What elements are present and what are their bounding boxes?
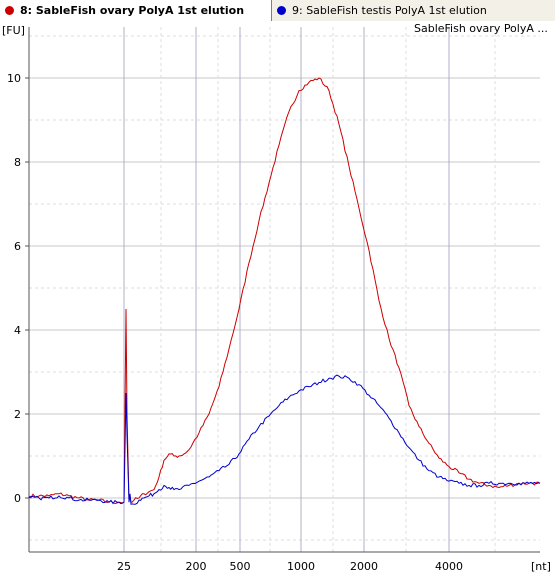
y-tick-label: 8 <box>14 156 21 169</box>
chart-title: SableFish ovary PolyA ... <box>414 22 548 35</box>
red-dot-icon <box>5 6 14 15</box>
x-tick-label: 4000 <box>435 560 463 573</box>
y-tick-labels: 0 2 4 6 8 10 <box>7 72 29 505</box>
tab-sample-9-label: 9: SableFish testis PolyA 1st elution <box>292 4 487 17</box>
x-tick-label: 2000 <box>350 560 378 573</box>
y-tick-label: 6 <box>14 240 21 253</box>
y-tick-label: 2 <box>14 408 21 421</box>
x-tick-label: 25 <box>117 560 131 573</box>
y-tick-label: 10 <box>7 72 21 85</box>
x-tick-labels: 25 200 500 1000 2000 4000 <box>117 560 463 573</box>
ovary-series-line <box>28 77 541 505</box>
x-tick-label: 200 <box>186 560 207 573</box>
x-axis-label: [nt] <box>531 560 551 573</box>
blue-dot-icon <box>277 6 286 15</box>
sample-tab-bar: 8: SableFish ovary PolyA 1st elution 9: … <box>0 0 555 21</box>
tab-sample-9[interactable]: 9: SableFish testis PolyA 1st elution <box>272 0 555 21</box>
x-tick-label: 500 <box>230 560 251 573</box>
y-axis-label: [FU] <box>2 24 25 37</box>
testis-series-line <box>28 374 541 505</box>
tab-sample-8-label: 8: SableFish ovary PolyA 1st elution <box>20 4 245 17</box>
y-tick-label: 0 <box>14 492 21 505</box>
tab-sample-8[interactable]: 8: SableFish ovary PolyA 1st elution <box>0 0 272 21</box>
y-tick-label: 4 <box>14 324 21 337</box>
x-tick-label: 1000 <box>287 560 315 573</box>
chart-series <box>28 77 541 505</box>
electropherogram-chart: 0 2 4 6 8 10 25 200 500 1000 2000 4000 [FU] [nt] S… <box>2 22 551 573</box>
chart-grid <box>29 27 540 552</box>
